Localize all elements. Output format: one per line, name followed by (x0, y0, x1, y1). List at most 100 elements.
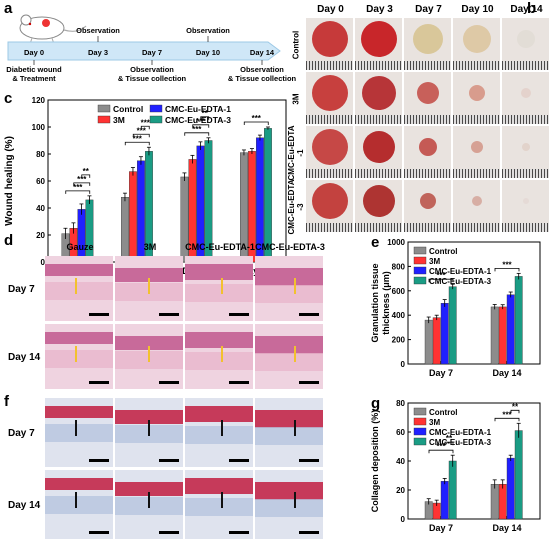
significance-bracket: ** (444, 434, 454, 446)
pointer-arrow (75, 278, 77, 294)
ruler (355, 223, 402, 232)
bar (498, 483, 507, 520)
y-tick-label: 600 (392, 287, 406, 296)
milestone-day: Day 0 (24, 48, 44, 57)
bar (440, 481, 449, 520)
significance-bracket: ** (200, 109, 210, 120)
histology-image (255, 398, 323, 467)
milestone-note: Observation (186, 26, 230, 35)
legend-label: CMC-Eu-EDTA-1 (165, 104, 231, 114)
pointer-arrow (294, 492, 296, 508)
wound-area (362, 131, 395, 163)
plot-frame (407, 241, 541, 365)
scale-bar (299, 459, 319, 462)
ruler (502, 61, 549, 70)
wound-photo (502, 180, 549, 232)
photo-column-label: Day 10 (461, 4, 494, 15)
significance-bracket: *** (141, 118, 151, 130)
legend-swatch (97, 115, 111, 124)
pointer-arrow (221, 346, 223, 362)
ruler (453, 169, 500, 178)
pointer-arrow (75, 346, 77, 362)
bar (440, 303, 449, 365)
panel-f-label: f (4, 393, 9, 410)
wound-photo (355, 180, 402, 232)
legend-swatch (413, 427, 427, 436)
wound-area (311, 75, 348, 111)
y-tick-label: 200 (392, 336, 406, 345)
bar (121, 196, 129, 263)
significance-bracket: *** (73, 175, 91, 186)
legend-label: Control (429, 247, 457, 256)
y-tick-label: 800 (392, 262, 406, 271)
histology-row-label: Day 7 (8, 284, 35, 295)
pointer-arrow (148, 278, 150, 294)
scale-bar (159, 381, 179, 384)
ruler (355, 115, 402, 124)
significance-label: ** (202, 109, 209, 118)
milestone-day: Day 7 (142, 48, 162, 57)
bar (85, 199, 94, 263)
ruler (502, 169, 549, 178)
significance-bracket: *** (65, 183, 91, 194)
ruler (306, 169, 353, 178)
pointer-arrow (148, 346, 150, 362)
timeline-milestone: Day 0 Diabetic wound & Treatment (6, 48, 62, 83)
legend-item: 3M (97, 115, 125, 125)
timeline-milestone: Day 14 Observation & Tissue collection (228, 48, 297, 83)
wound-area (462, 25, 491, 53)
wound-photo (502, 126, 549, 178)
significance-bracket: *** (184, 125, 210, 136)
legend-swatch (413, 276, 427, 285)
ruler (404, 223, 451, 232)
histology-image (185, 324, 253, 389)
significance-label: ** (83, 167, 90, 176)
scale-bar (299, 381, 319, 384)
pointer-arrow (75, 420, 77, 436)
pointer-arrow (148, 420, 150, 436)
ruler (453, 223, 500, 232)
panel-d-label: d (4, 232, 14, 249)
y-tick-label: 20 (36, 231, 45, 240)
legend-label: 3M (429, 418, 440, 427)
ruler (502, 223, 549, 232)
scale-bar (299, 313, 319, 316)
wound-photo (355, 126, 402, 178)
significance-label: *** (502, 410, 512, 419)
x-tick-label: Day 7 (429, 523, 453, 533)
pointer-arrow (221, 420, 223, 436)
legend-label: CMC-Eu-EDTA-1 (429, 428, 492, 437)
significance-label: *** (77, 175, 87, 184)
significance-bracket: *** (494, 260, 520, 272)
panel-g-label: g (371, 395, 381, 412)
significance-bracket: ** (510, 402, 520, 414)
bar (506, 457, 515, 520)
significance-label: *** (73, 183, 83, 192)
ruler (355, 61, 402, 70)
legend-item: 3M (413, 256, 440, 266)
wound-area (522, 198, 529, 204)
scale-bar (299, 531, 319, 534)
pointer-arrow (294, 278, 296, 294)
ruler (355, 169, 402, 178)
significance-label: *** (133, 134, 143, 143)
y-axis-label: Wound healing (%) (4, 136, 15, 226)
legend-swatch (149, 104, 163, 113)
bar (448, 286, 457, 365)
legend-label: CMC-Eu-EDTA-3 (429, 277, 492, 286)
scale-bar (159, 313, 179, 316)
significance-bracket: *** (428, 442, 454, 454)
timeline-milestone: Day 10 Observation (186, 26, 230, 57)
legend-label: 3M (113, 115, 125, 125)
scale-bar (229, 531, 249, 534)
x-tick-label: Day 14 (492, 368, 521, 378)
y-tick-label: 100 (32, 123, 46, 132)
legend-label: Control (429, 408, 457, 417)
wound-area (516, 30, 535, 48)
ruler (453, 115, 500, 124)
wound-photo (306, 18, 353, 70)
histology-row-label: Day 7 (8, 428, 35, 439)
significance-bracket: *** (132, 126, 150, 138)
scale-bar (229, 381, 249, 384)
